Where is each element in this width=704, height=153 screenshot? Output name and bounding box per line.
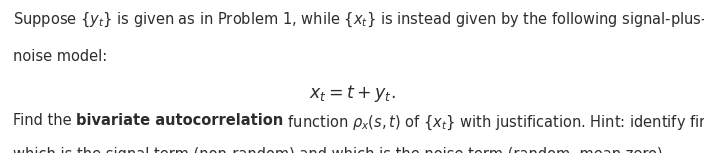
Text: Find the: Find the [13,113,76,128]
Text: Suppose $\{y_t\}$ is given as in Problem 1, while $\{x_t\}$ is instead given by : Suppose $\{y_t\}$ is given as in Problem… [13,11,704,29]
Text: $x_t = t + y_t.$: $x_t = t + y_t.$ [308,83,396,104]
Text: which is the signal term (non-random) and which is the noise term (random, mean : which is the signal term (non-random) an… [13,147,667,153]
Text: bivariate autocorrelation: bivariate autocorrelation [76,113,283,128]
Text: function $\rho_x(s, t)$ of $\{x_t\}$ with justification. Hint: identify first: function $\rho_x(s, t)$ of $\{x_t\}$ wit… [283,113,704,132]
Text: noise model:: noise model: [13,49,107,64]
